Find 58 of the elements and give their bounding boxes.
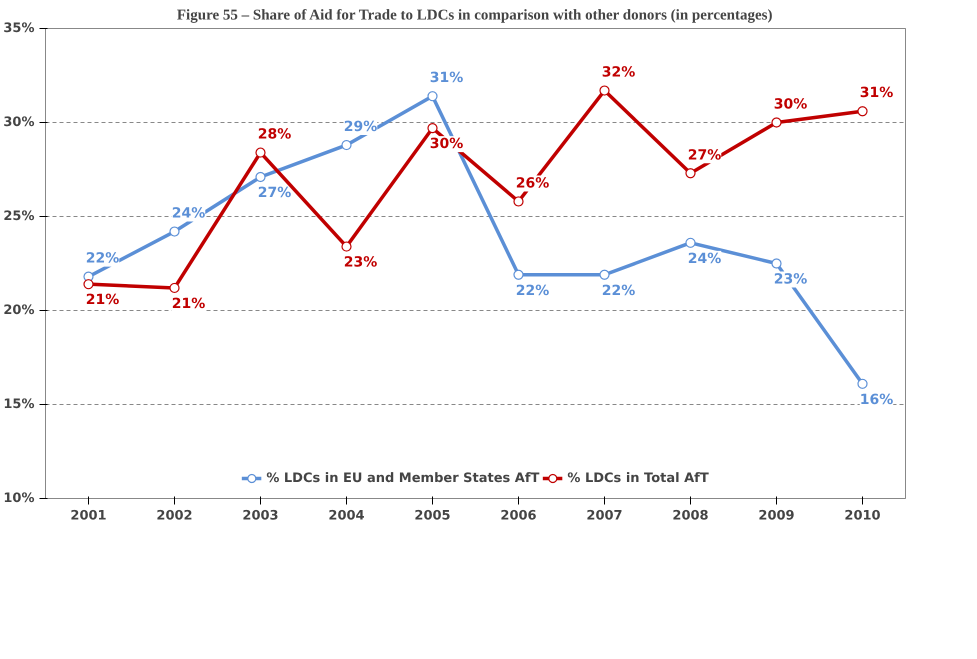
data-label: 22% [516, 282, 550, 299]
point [341, 140, 352, 150]
x-tick-label: 2007 [586, 508, 623, 524]
point [685, 168, 696, 178]
data-label: 24% [172, 206, 206, 222]
data-label: 30% [430, 136, 464, 152]
x-tick-label: 2008 [672, 508, 709, 524]
x-tick-label: 2003 [242, 508, 279, 524]
data-label: 22% [86, 250, 120, 267]
point [599, 270, 610, 280]
point [857, 378, 868, 389]
point [427, 91, 438, 102]
data-label: 24% [688, 250, 722, 267]
y-tick-label: 15% [3, 397, 35, 412]
x-tick-label: 2004 [328, 508, 365, 524]
data-label: 21% [86, 292, 120, 308]
data-label: 28% [258, 126, 292, 143]
data-label: 21% [172, 296, 206, 312]
y-tick-label: 35% [3, 21, 35, 36]
data-label: 27% [258, 185, 292, 202]
data-label: 23% [344, 254, 378, 271]
legend-label: % LDCs in Total AfT [567, 470, 709, 486]
point [255, 172, 266, 182]
point [599, 85, 610, 96]
data-label: 23% [774, 272, 808, 288]
point [169, 282, 180, 294]
x-tick-label: 2001 [70, 508, 107, 524]
point [685, 238, 696, 248]
point [427, 123, 438, 134]
data-label: 31% [860, 85, 894, 102]
chart-title: Figure 55 – Share of Aid for Trade to LDCs in comparison with other donors (in percentages) [176, 8, 772, 24]
x-tick-label: 2009 [758, 508, 795, 524]
data-label: 30% [774, 96, 808, 112]
point [255, 147, 266, 158]
y-tick-label: 30% [3, 115, 35, 130]
point [341, 241, 352, 252]
point [513, 270, 524, 280]
point [513, 196, 524, 207]
x-tick-label: 2005 [414, 508, 451, 524]
point [771, 117, 782, 128]
x-tick-label: 2006 [500, 508, 537, 524]
data-label: 31% [430, 70, 464, 86]
data-label: 29% [344, 119, 378, 136]
data-label: 27% [688, 147, 722, 164]
point [83, 279, 94, 290]
point [857, 106, 868, 116]
data-label: 16% [860, 392, 894, 408]
point [771, 258, 782, 269]
y-tick-label: 20% [3, 303, 35, 318]
legend-label: % LDCs in EU and Member States AfT [266, 470, 540, 486]
y-tick-label: 25% [3, 209, 35, 224]
data-label: 32% [602, 64, 636, 81]
y-tick-label: 10% [3, 491, 35, 506]
data-label: 26% [516, 175, 550, 192]
data-label: 22% [602, 282, 636, 299]
point [169, 226, 180, 237]
x-tick-label: 2010 [844, 508, 881, 524]
x-tick-label: 2002 [156, 508, 193, 524]
